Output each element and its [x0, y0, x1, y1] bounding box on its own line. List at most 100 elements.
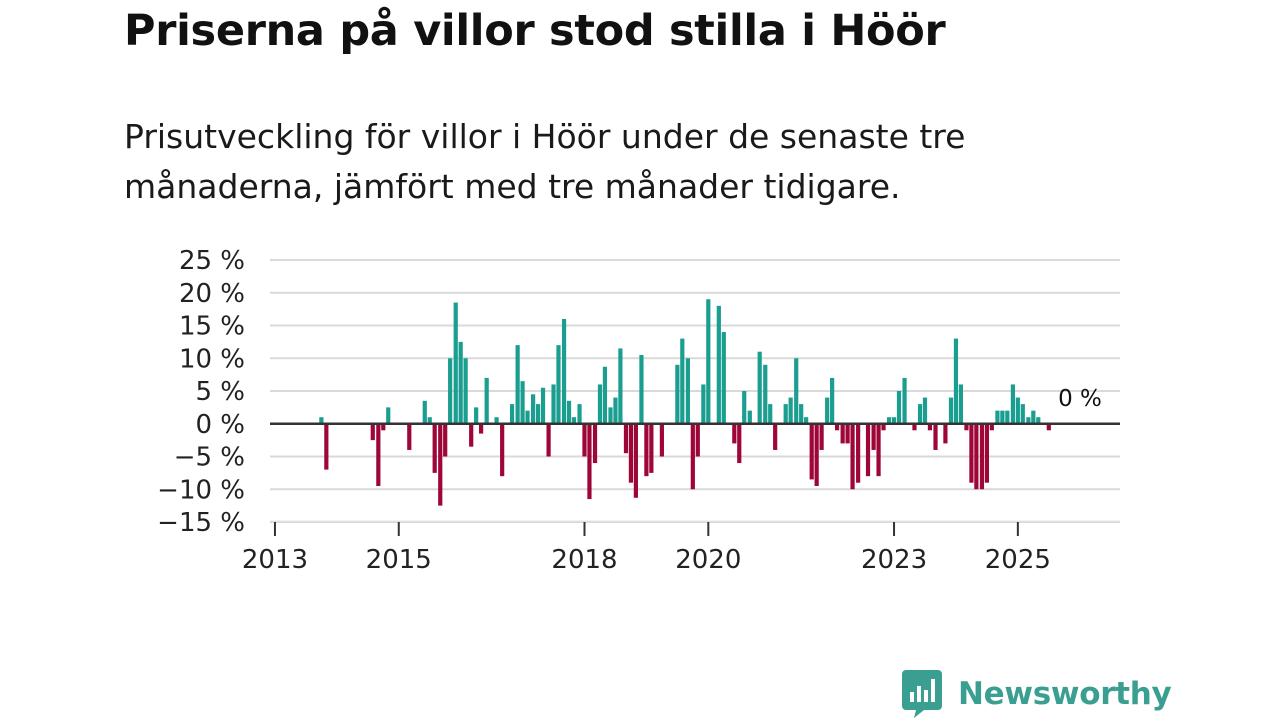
y-tick-label: 25 %	[179, 246, 245, 276]
y-tick-label: 5 %	[195, 377, 245, 407]
bar	[407, 423, 412, 450]
bar	[515, 345, 520, 424]
bar	[701, 384, 706, 424]
bar	[969, 423, 974, 483]
bar	[886, 417, 892, 424]
x-tick-label: 2018	[551, 545, 617, 575]
bar	[535, 404, 541, 424]
bar	[556, 345, 561, 424]
bar	[989, 423, 994, 431]
bar	[582, 423, 587, 457]
bar	[737, 423, 742, 464]
y-tick-label: 20 %	[179, 279, 245, 309]
bar	[768, 404, 773, 424]
bar	[943, 423, 948, 444]
bar	[623, 423, 629, 454]
bar	[958, 384, 963, 424]
bar	[685, 358, 690, 424]
newsworthy-logo-icon	[902, 670, 942, 718]
bar	[747, 410, 752, 424]
y-tick-label: −15 %	[157, 508, 245, 538]
bar	[602, 366, 608, 424]
bar	[448, 358, 453, 424]
bar	[876, 423, 881, 477]
bar	[1031, 410, 1036, 424]
bar	[757, 351, 762, 424]
last-value-label: 0 %	[1058, 386, 1102, 412]
bar	[834, 423, 840, 431]
bar	[927, 423, 933, 431]
bar	[469, 423, 474, 447]
bar	[381, 423, 386, 431]
bar	[974, 423, 979, 490]
y-tick-label: 10 %	[179, 344, 245, 374]
bar	[628, 423, 634, 483]
bar	[1000, 410, 1005, 424]
y-tick-label: 0 %	[195, 410, 245, 440]
bar	[763, 364, 768, 424]
bar	[1026, 417, 1031, 424]
bar	[953, 338, 959, 424]
bar	[799, 404, 804, 424]
bar	[840, 423, 845, 444]
bar	[1036, 417, 1041, 424]
bar	[804, 417, 809, 424]
x-tick-label: 2025	[985, 545, 1051, 575]
gridlines	[270, 259, 1120, 523]
bar	[540, 387, 546, 424]
bar	[432, 423, 437, 473]
x-tick-label: 2020	[675, 545, 741, 575]
bar	[376, 423, 381, 486]
bar	[788, 397, 793, 424]
bar	[577, 404, 582, 424]
bar	[479, 423, 484, 434]
bar	[922, 397, 928, 424]
bar	[319, 417, 324, 424]
bar	[814, 423, 819, 486]
bar	[675, 364, 680, 424]
bar	[458, 341, 463, 424]
bar	[597, 384, 603, 424]
bar	[531, 394, 536, 424]
bar	[732, 423, 737, 444]
bar	[979, 423, 985, 490]
bar	[509, 404, 515, 424]
bar	[917, 404, 923, 424]
bar	[984, 423, 989, 483]
bar	[1010, 384, 1015, 424]
bar	[912, 423, 917, 431]
bar	[463, 358, 468, 424]
bar	[613, 397, 618, 424]
bar	[891, 417, 897, 424]
bar	[422, 400, 427, 424]
bar	[819, 423, 824, 450]
bar	[592, 423, 598, 464]
bar	[680, 338, 685, 424]
bar	[520, 381, 525, 424]
bar	[633, 423, 638, 498]
bar	[500, 423, 505, 477]
bar	[561, 318, 567, 424]
bar	[856, 423, 861, 483]
bar	[850, 423, 855, 490]
bar	[494, 417, 499, 424]
bar	[659, 423, 664, 457]
bar	[608, 407, 613, 424]
bar	[639, 354, 644, 424]
bar	[896, 391, 902, 424]
bar	[571, 417, 577, 424]
newsworthy-logo: Newsworthy	[902, 670, 1172, 718]
bar	[525, 410, 530, 424]
x-tick-label: 2015	[366, 545, 432, 575]
bar	[474, 407, 479, 424]
bars	[319, 299, 1051, 506]
bar	[948, 397, 954, 424]
bar	[618, 348, 623, 424]
bar	[830, 377, 835, 424]
bar	[742, 391, 747, 424]
bar	[809, 423, 814, 480]
bar	[649, 423, 654, 473]
bar	[427, 417, 432, 424]
bar	[902, 377, 907, 424]
